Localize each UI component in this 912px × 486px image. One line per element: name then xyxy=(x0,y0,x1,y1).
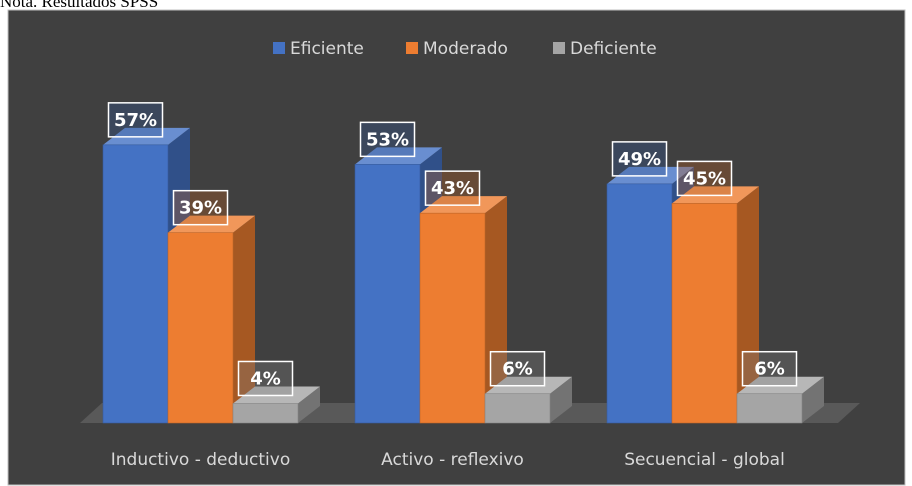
data-label-box xyxy=(359,121,416,158)
data-label-box xyxy=(237,360,294,397)
data-label-box xyxy=(172,189,229,226)
bar-side xyxy=(298,386,320,423)
data-label: 53% xyxy=(366,129,409,150)
bar xyxy=(232,403,299,424)
data-label-box xyxy=(741,350,798,387)
legend-label: Deficiente xyxy=(570,39,657,59)
legend-swatch xyxy=(406,42,418,54)
data-label: 45% xyxy=(683,168,726,189)
data-label: 6% xyxy=(502,359,533,380)
bar xyxy=(484,393,551,424)
legend-swatch xyxy=(273,42,285,54)
legend-label: Moderado xyxy=(423,39,508,59)
data-label: 4% xyxy=(250,368,281,389)
bar xyxy=(671,203,738,424)
data-label: 43% xyxy=(431,178,474,199)
legend-label: Eficiente xyxy=(290,39,364,59)
data-label-box xyxy=(107,102,164,138)
note: Nota. Resultados SPSS xyxy=(0,0,158,11)
x-tick-label: Secuencial - global xyxy=(624,450,785,470)
bar xyxy=(419,212,486,424)
bar-side xyxy=(550,376,572,423)
bar xyxy=(167,232,234,424)
legend-swatch xyxy=(553,42,565,54)
bar xyxy=(736,393,803,424)
data-label-box xyxy=(489,350,546,387)
bar xyxy=(102,144,169,424)
data-label: 49% xyxy=(618,149,661,170)
x-tick-label: Inductivo - deductivo xyxy=(111,450,291,470)
x-tick-label: Activo - reflexivo xyxy=(381,450,524,470)
data-label: 6% xyxy=(754,359,785,380)
data-label-box xyxy=(424,170,481,206)
bar xyxy=(606,183,673,424)
bar-side xyxy=(802,376,824,423)
data-label-box xyxy=(611,141,668,177)
data-label: 39% xyxy=(179,198,222,219)
bar xyxy=(354,164,421,424)
data-label-box xyxy=(676,160,733,197)
data-label: 57% xyxy=(114,110,157,131)
